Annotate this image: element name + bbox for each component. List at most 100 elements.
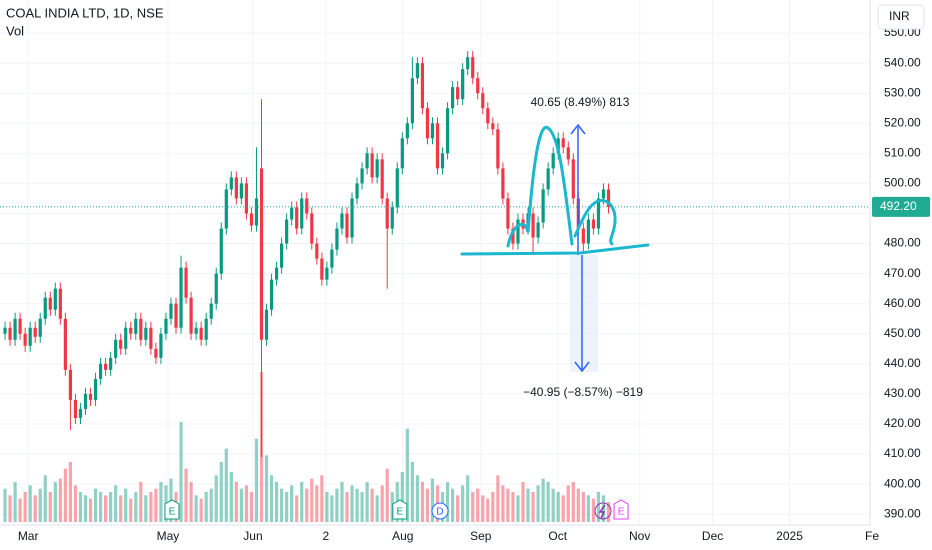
candle-body — [204, 318, 208, 340]
candle-body — [73, 399, 78, 418]
volume-bar — [28, 485, 32, 522]
event-label: E — [618, 507, 625, 518]
candle-body — [219, 228, 223, 274]
candle-body — [179, 267, 183, 328]
candle-body — [581, 228, 585, 244]
volume-bar — [269, 475, 274, 522]
axes: 390.00 400.00 410.00 420.00 430.00 440.00 450.… — [18, 25, 930, 543]
candle-body — [390, 207, 394, 229]
volume-bar — [355, 488, 359, 522]
volume-bar — [239, 488, 243, 522]
volume-bar — [601, 495, 606, 522]
volume-bar — [119, 495, 123, 522]
volume-bar — [244, 485, 249, 522]
candle-body — [119, 339, 123, 349]
volume-bar — [63, 468, 67, 522]
volume-bar — [104, 495, 108, 522]
y-tick-label: 390.00 — [884, 506, 921, 520]
volume-bar — [129, 498, 133, 522]
volume-bar — [33, 495, 37, 522]
volume-bar — [98, 492, 103, 522]
volume-bar — [305, 488, 309, 522]
volume-bar — [295, 495, 299, 522]
x-tick-label: Jun — [243, 529, 262, 543]
volume-bar — [3, 488, 7, 522]
volume-bar — [415, 475, 419, 522]
event-badge — [392, 499, 408, 520]
candle-body — [189, 297, 193, 334]
candle-body — [209, 303, 213, 319]
y-tick-label: 500.00 — [884, 176, 921, 190]
x-tick-label: May — [157, 529, 180, 543]
candle-body — [290, 207, 294, 220]
volume-bar — [149, 492, 153, 522]
candle-body — [511, 228, 515, 244]
candle-body — [501, 168, 505, 199]
volume-bar — [93, 488, 98, 522]
candle-body — [546, 168, 550, 190]
currency-box[interactable] — [877, 4, 925, 30]
candle-body — [471, 57, 475, 79]
volume-bar — [184, 468, 188, 522]
y-tick-label: 540.00 — [884, 55, 921, 69]
y-tick-label: 420.00 — [884, 416, 921, 430]
candle-body — [68, 369, 73, 400]
volume-bar — [274, 482, 279, 522]
candle-body — [285, 219, 289, 244]
candle-body — [435, 123, 440, 169]
volume-bar — [134, 492, 138, 522]
volume-bar — [481, 495, 485, 522]
event-badge — [613, 499, 629, 520]
candle-body — [269, 279, 274, 310]
candle-body — [541, 189, 545, 223]
candle-body — [335, 228, 339, 250]
y-tick-label: 450.00 — [884, 326, 921, 340]
volume-bar — [179, 422, 183, 522]
currency[interactable]: INR — [889, 9, 910, 23]
volume-bar — [405, 428, 409, 522]
candle-body — [33, 327, 37, 337]
measure-down-label: −40.95 (−8.57%) −819 — [523, 385, 643, 399]
last-price-label: 492.20 — [880, 199, 917, 213]
candle-body — [234, 177, 238, 199]
volume-bar — [350, 485, 354, 522]
chart-title: COAL INDIA LTD, 1D, NSE — [6, 5, 164, 20]
candle-body — [325, 267, 329, 280]
neckline — [460, 243, 650, 256]
volume-bar — [48, 492, 52, 522]
volume-bar — [124, 488, 128, 522]
candle-body — [184, 267, 188, 298]
candle-body — [53, 288, 57, 310]
candle-body — [420, 63, 425, 109]
volume-bar — [591, 498, 596, 522]
volume-bar — [410, 462, 414, 522]
candle-body — [360, 168, 364, 184]
event-badge — [164, 499, 180, 520]
candle-body — [536, 222, 540, 238]
volume-bar — [541, 478, 545, 522]
range-shade — [570, 255, 598, 372]
volume-bar — [551, 488, 555, 522]
volume-bar — [83, 495, 88, 522]
candle-body — [440, 153, 445, 169]
candle-body — [164, 318, 168, 334]
candle-body — [88, 393, 93, 400]
volume-bar — [491, 492, 495, 522]
event-badge — [431, 502, 449, 520]
volume-bar — [385, 468, 389, 522]
volume-bar — [425, 488, 430, 522]
candle-body — [476, 78, 480, 94]
volume-bar — [254, 438, 259, 522]
event-label: E — [396, 507, 403, 518]
volume-bar — [335, 488, 339, 522]
shoulder-shape — [573, 199, 617, 246]
candle-body — [456, 87, 460, 100]
candle-body — [274, 267, 279, 280]
candle-body — [451, 87, 455, 109]
volume-bar — [229, 472, 233, 522]
volume-bar — [606, 502, 611, 522]
candle-body — [461, 69, 465, 100]
measure-up-label: 40.65 (8.49%) 813 — [531, 95, 630, 109]
candle-body — [249, 213, 254, 226]
candle-body — [18, 318, 22, 334]
